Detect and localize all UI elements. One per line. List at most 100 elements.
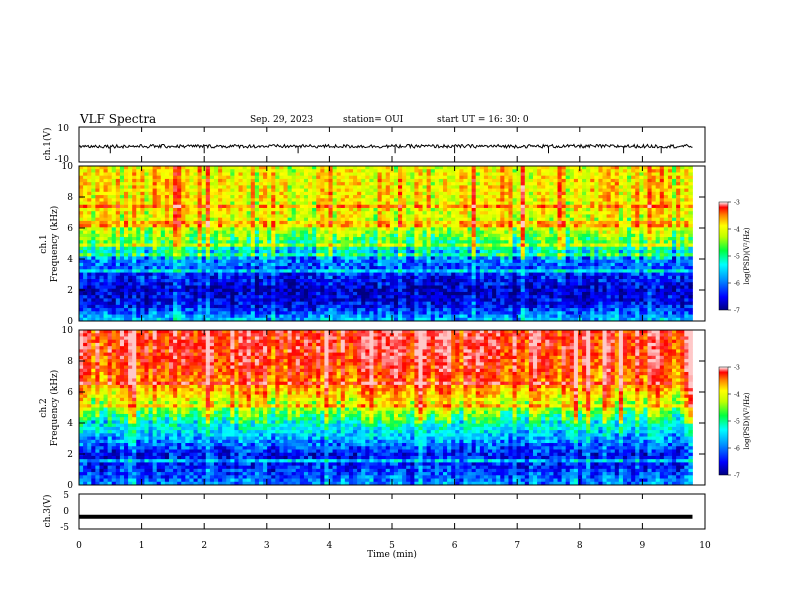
spectrogram-cell bbox=[83, 169, 88, 173]
spectrogram-cell bbox=[279, 191, 284, 196]
spectrogram-cell bbox=[361, 253, 366, 257]
spectrogram-cell bbox=[651, 243, 657, 248]
spectrogram-cell bbox=[667, 233, 673, 238]
spectrogram-cell bbox=[475, 262, 481, 267]
spectrogram-cell bbox=[479, 259, 485, 264]
spectrogram-cell bbox=[598, 269, 603, 273]
spectrogram-cell bbox=[107, 243, 113, 248]
spectrogram-cell bbox=[136, 266, 141, 270]
spectrogram-cell bbox=[201, 259, 207, 264]
spectrogram-cell bbox=[586, 191, 591, 196]
spectrogram-cell bbox=[398, 262, 403, 267]
spectrogram-cell bbox=[655, 266, 661, 270]
spectrogram-cell bbox=[91, 169, 96, 173]
spectrogram-cell bbox=[635, 204, 640, 209]
spectrogram-cell bbox=[283, 224, 288, 228]
spectrogram-cell bbox=[622, 172, 628, 177]
spectrogram-cell bbox=[676, 256, 681, 261]
spectrogram-cell bbox=[614, 259, 620, 264]
spectrogram-cell bbox=[173, 166, 178, 170]
spectrogram-cell bbox=[393, 220, 399, 225]
spectrogram-cell bbox=[144, 262, 149, 267]
spectrogram-cell bbox=[144, 198, 149, 202]
spectrogram-cell bbox=[119, 166, 125, 170]
spectrogram-cell bbox=[299, 169, 305, 173]
spectrogram-cell bbox=[545, 172, 550, 177]
spectrogram-cell bbox=[688, 266, 693, 270]
spectrogram-cell bbox=[275, 249, 280, 254]
spectrogram-cell bbox=[263, 204, 268, 209]
spectrogram-cell bbox=[308, 269, 313, 273]
spectrogram-cell bbox=[365, 233, 370, 238]
spectrogram-cell bbox=[87, 246, 92, 251]
spectrogram-cell bbox=[590, 262, 595, 267]
spectrogram-cell bbox=[549, 240, 554, 244]
spectrogram-cell bbox=[213, 185, 219, 190]
spectrogram-cell bbox=[385, 172, 391, 177]
spectrogram-cell bbox=[532, 269, 538, 273]
spectrogram-cell bbox=[487, 169, 493, 173]
spectrogram-cell bbox=[291, 182, 297, 186]
spectrogram-cell bbox=[164, 169, 170, 173]
spectrogram-cell bbox=[647, 259, 652, 264]
spectrogram-cell bbox=[590, 266, 595, 270]
spectrogram-cell bbox=[659, 259, 665, 264]
spectrogram-cell bbox=[447, 220, 452, 225]
ch1-ytick-top: 10 bbox=[58, 124, 70, 134]
spectrogram-cell bbox=[639, 243, 644, 248]
spectrogram-cell bbox=[103, 220, 109, 225]
spectrogram-cell bbox=[250, 185, 256, 190]
spectrogram-cell bbox=[508, 198, 513, 202]
spectrogram-cell bbox=[602, 217, 607, 222]
spectrogram-cell bbox=[201, 266, 207, 270]
spectrogram-cell bbox=[635, 253, 640, 257]
spectrogram-cell bbox=[267, 185, 272, 190]
spectrogram-cell bbox=[422, 188, 428, 193]
spectrogram-cell bbox=[512, 169, 518, 173]
spectrogram-cell bbox=[136, 166, 141, 170]
spectrogram-cell bbox=[344, 166, 350, 170]
spectrogram-cell bbox=[672, 175, 677, 180]
spectrogram-cell bbox=[659, 262, 665, 267]
spectrogram-cell bbox=[487, 266, 493, 270]
spectrogram-cell bbox=[447, 237, 452, 241]
spectrogram-cell bbox=[160, 224, 166, 228]
spectrogram-cell bbox=[512, 266, 518, 270]
spectrogram-cell bbox=[557, 198, 562, 202]
spectrogram-cell bbox=[328, 243, 333, 248]
spectrogram-cell bbox=[320, 253, 325, 257]
spectrogram-cell bbox=[83, 249, 88, 254]
spectrogram-cell bbox=[275, 195, 280, 199]
spectrogram-cell bbox=[443, 169, 448, 173]
spectrogram-cell bbox=[618, 166, 624, 170]
spectrogram-cell bbox=[577, 172, 583, 177]
spectrogram-cell bbox=[308, 185, 313, 190]
spectrogram-cell bbox=[447, 178, 452, 183]
spectrogram-cell bbox=[402, 220, 407, 225]
spectrogram-cell bbox=[168, 175, 174, 180]
spectrogram-cell bbox=[279, 262, 284, 267]
spectrogram-cell bbox=[471, 249, 477, 254]
spectrogram-cell bbox=[618, 191, 624, 196]
spectrogram-cell bbox=[258, 195, 264, 199]
spectrogram-cell bbox=[606, 191, 612, 196]
spectrogram-cell bbox=[140, 191, 145, 196]
spectrogram-cell bbox=[512, 253, 518, 257]
spectrogram-cell bbox=[87, 214, 92, 219]
spectrogram-cell bbox=[87, 233, 92, 238]
spectrogram-cell bbox=[209, 188, 215, 193]
spectrogram-cell bbox=[377, 227, 383, 231]
spectrogram-cell bbox=[680, 243, 685, 248]
spectrogram-cell bbox=[250, 259, 256, 264]
spectrogram-cell bbox=[430, 201, 436, 206]
spectrogram-cell bbox=[557, 188, 562, 193]
spectrogram-cell bbox=[185, 198, 190, 202]
spectrogram-cell bbox=[418, 246, 423, 251]
spectrogram-cell bbox=[336, 220, 342, 225]
spectrogram-cell bbox=[569, 166, 575, 170]
spectrogram-cell bbox=[565, 178, 571, 183]
spectrogram-cell bbox=[83, 172, 88, 177]
spectrogram-cell bbox=[119, 272, 125, 277]
spectrogram-cell bbox=[426, 185, 432, 190]
spectrogram-cell bbox=[377, 191, 383, 196]
